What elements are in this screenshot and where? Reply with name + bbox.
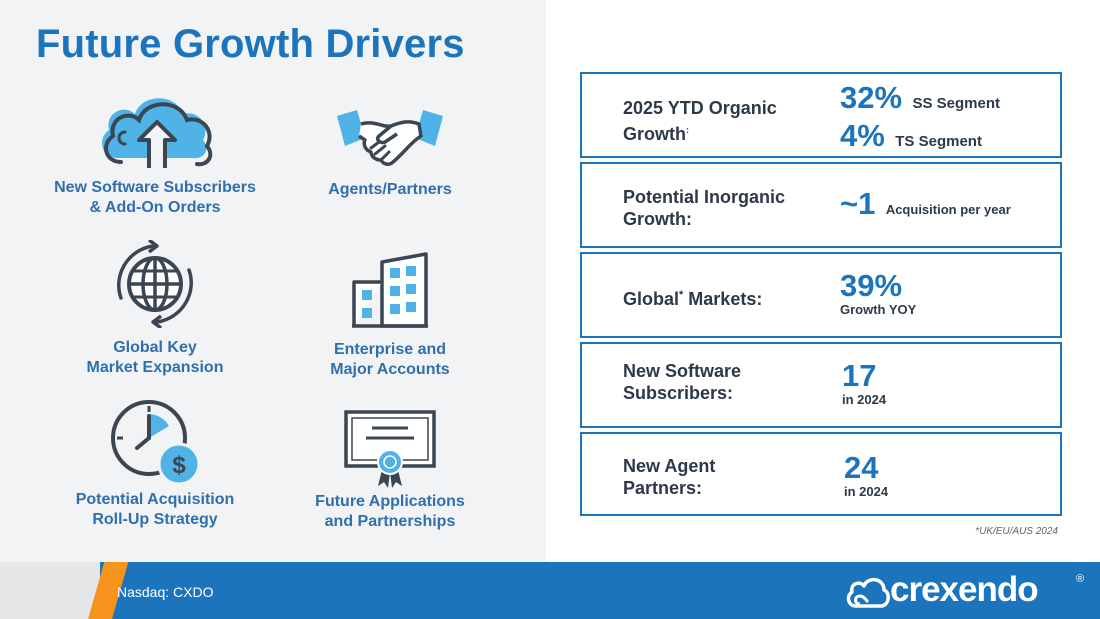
- metric-value-ts: 4% TS Segment: [840, 120, 982, 152]
- globe-icon: [117, 240, 193, 328]
- subscribers-period: in 2024: [842, 392, 887, 407]
- ts-percent: 4%: [840, 118, 885, 153]
- clock-dollar-icon: $: [111, 400, 201, 486]
- drivers-panel: [0, 0, 546, 562]
- handshake-icon: [337, 110, 443, 166]
- global-label: Global: [623, 289, 680, 309]
- driver-label-line1: New Software Subscribers: [54, 179, 256, 196]
- driver-label-line2: Major Accounts: [330, 361, 450, 378]
- metric-label-line2: Partners:: [623, 478, 703, 498]
- acquisition-label: Acquisition per year: [885, 202, 1011, 217]
- footnote-mark: :: [686, 125, 689, 135]
- cloud-upload-icon: [102, 98, 213, 168]
- nasdaq-ticker: Nasdaq: CXDO: [117, 584, 214, 600]
- metric-new-agents: New Agent Partners: 24 in 2024: [580, 432, 1062, 516]
- metric-value: ~1 Acquisition per year: [840, 188, 1011, 220]
- metric-value: 39% Growth YOY: [840, 268, 917, 318]
- footnote: *UK/EU/AUS 2024: [975, 526, 1058, 537]
- driver-enterprise-accounts: Enterprise and Major Accounts: [270, 252, 510, 380]
- footer-bar: Nasdaq: CXDO crexendo ®: [0, 562, 1100, 619]
- metric-label: Global* Markets:: [623, 284, 762, 310]
- agents-period: in 2024: [844, 484, 889, 499]
- driver-label-line1: Enterprise and: [333, 341, 447, 358]
- footer-gray-block: [0, 562, 100, 619]
- metric-value: 24 in 2024: [844, 450, 889, 500]
- driver-label-line2: and Partnerships: [324, 513, 456, 530]
- metric-value-ss: 32% SS Segment: [840, 82, 1000, 114]
- metric-label-line1: Potential Inorganic: [623, 187, 786, 207]
- svg-text:$: $: [172, 452, 186, 479]
- driver-agents-partners: Agents/Partners: [270, 108, 510, 200]
- certificate-icon: [344, 410, 436, 488]
- metric-label-line1: New Agent: [623, 456, 716, 476]
- global-growth-percent: 39%: [840, 268, 903, 303]
- driver-label-line2: Roll-Up Strategy: [92, 511, 218, 528]
- ts-segment-label: TS Segment: [895, 133, 982, 150]
- metric-label: New Agent Partners:: [623, 455, 715, 499]
- ss-segment-label: SS Segment: [912, 95, 1001, 112]
- metric-new-subscribers: New Software Subscribers: 17 in 2024: [580, 342, 1062, 428]
- driver-label-line2: Market Expansion: [86, 359, 224, 376]
- metric-label-line1: 2025 YTD Organic: [623, 98, 777, 118]
- metric-label-line2-text: Growth: [623, 124, 686, 144]
- driver-future-applications: Future Applications and Partnerships: [270, 408, 510, 532]
- footnote-mark: *: [679, 289, 684, 301]
- subscribers-count: 17: [842, 358, 877, 393]
- logo-wordmark: crexendo: [890, 570, 1039, 609]
- driver-label-line1: Future Applications: [315, 493, 465, 510]
- metric-global-markets: Global* Markets: 39% Growth YOY: [580, 252, 1062, 338]
- registered-mark: ®: [1076, 573, 1085, 585]
- metric-label-line2: Subscribers:: [623, 383, 734, 403]
- driver-acquisition-rollup: $ Potential Acquisition Roll-Up Strategy: [35, 396, 275, 530]
- metric-value: 17 in 2024: [842, 358, 887, 408]
- metric-label: New Software Subscribers:: [623, 360, 741, 404]
- driver-label-line1: Agents/Partners: [328, 181, 452, 198]
- acquisition-count: ~1: [840, 186, 876, 221]
- metric-inorganic-growth: Potential Inorganic Growth: ~1 Acquisiti…: [580, 162, 1062, 248]
- driver-label-line2: & Add-On Orders: [89, 199, 221, 216]
- metric-label: Potential Inorganic Growth:: [623, 186, 785, 230]
- metric-label-line2: Growth:: [623, 209, 692, 229]
- metric-label: 2025 YTD Organic Growth:: [623, 97, 777, 145]
- global-growth-label: Growth YOY: [840, 302, 917, 317]
- driver-label-line1: Global Key: [113, 339, 197, 356]
- markets-label: Markets:: [683, 289, 763, 309]
- driver-global-key-market: Global Key Market Expansion: [35, 240, 275, 378]
- ss-percent: 32%: [840, 80, 903, 115]
- metric-label-line2: Growth:: [623, 119, 777, 145]
- building-icon: [352, 252, 428, 328]
- agents-count: 24: [844, 450, 879, 485]
- driver-new-software-subscribers: New Software Subscribers & Add-On Orders: [35, 88, 275, 218]
- metric-label-line1: New Software: [623, 361, 742, 381]
- cloud-logo-icon: [846, 577, 890, 608]
- page-title: Future Growth Drivers: [36, 22, 465, 66]
- metric-organic-growth: 2025 YTD Organic Growth: 32% SS Segment …: [580, 72, 1062, 158]
- driver-label-line1: Potential Acquisition: [75, 491, 235, 508]
